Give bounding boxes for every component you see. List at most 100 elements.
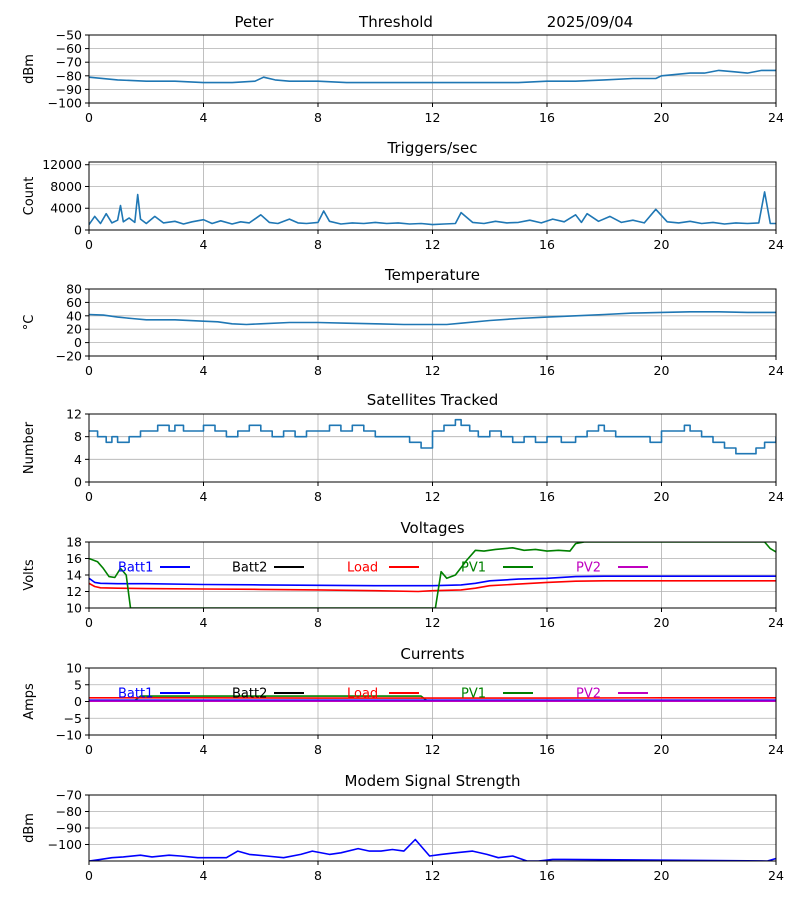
y-axis-label: Amps (22, 683, 37, 720)
x-tick-label: 8 (314, 742, 322, 757)
x-tick-label: 24 (768, 110, 784, 125)
x-tick-label: 12 (425, 237, 441, 252)
x-tick-label: 8 (314, 237, 322, 252)
y-axis-label: Number (22, 421, 37, 474)
panel-title: Temperature (384, 266, 480, 284)
y-tick-label: 60 (66, 295, 82, 310)
y-axis-label: Count (22, 177, 37, 216)
x-tick-label: 4 (200, 110, 208, 125)
y-tick-label: 10 (66, 601, 82, 616)
y-tick-label: 16 (66, 551, 82, 566)
legend-label-batt1: Batt1 (118, 561, 153, 576)
x-tick-label: 20 (654, 615, 670, 630)
legend-label-batt1: Batt1 (118, 687, 153, 702)
y-axis-label: dBm (22, 813, 37, 843)
x-tick-label: 4 (200, 742, 208, 757)
x-tick-label: 0 (85, 742, 93, 757)
header-mode: Threshold (358, 13, 433, 31)
panel-title: Modem Signal Strength (345, 772, 521, 790)
x-tick-label: 16 (539, 237, 555, 252)
x-tick-label: 12 (425, 742, 441, 757)
y-tick-label: −5 (64, 711, 82, 726)
y-tick-label: 4 (74, 452, 82, 467)
x-tick-label: 0 (85, 237, 93, 252)
x-tick-label: 8 (314, 110, 322, 125)
y-tick-label: 10 (66, 661, 82, 676)
x-tick-label: 16 (539, 615, 555, 630)
y-tick-label: 0 (74, 335, 82, 350)
x-tick-label: 24 (768, 615, 784, 630)
y-tick-label: 8 (74, 429, 82, 444)
y-tick-label: 8000 (50, 179, 82, 194)
legend-label-pv1: PV1 (461, 687, 486, 702)
x-tick-label: 4 (200, 363, 208, 378)
x-tick-label: 8 (314, 615, 322, 630)
y-tick-label: 14 (66, 568, 82, 583)
legend-label-batt2: Batt2 (232, 687, 267, 702)
x-tick-label: 16 (539, 489, 555, 504)
x-tick-label: 20 (654, 489, 670, 504)
panel-title: Currents (400, 645, 464, 663)
x-tick-label: 0 (85, 489, 93, 504)
x-tick-label: 24 (768, 363, 784, 378)
legend-label-load: Load (347, 687, 378, 702)
y-tick-label: −20 (56, 349, 82, 364)
x-tick-label: 20 (654, 237, 670, 252)
x-tick-label: 4 (200, 615, 208, 630)
x-tick-label: 12 (425, 489, 441, 504)
legend: Batt1 Batt2 Load PV1 PV2 (118, 561, 648, 576)
legend-label-batt2: Batt2 (232, 561, 267, 576)
y-tick-label: −10 (56, 728, 82, 743)
x-tick-label: 0 (85, 615, 93, 630)
x-tick-label: 12 (425, 615, 441, 630)
y-tick-label: 12000 (42, 157, 82, 172)
x-tick-label: 24 (768, 489, 784, 504)
panel-title: Voltages (400, 519, 464, 537)
legend-label-pv2: PV2 (576, 561, 601, 576)
y-tick-label: −80 (56, 804, 82, 819)
x-tick-label: 20 (654, 110, 670, 125)
x-tick-label: 24 (768, 868, 784, 883)
y-axis-label: dBm (22, 54, 37, 84)
y-tick-label: 80 (66, 282, 82, 297)
y-tick-label: 12 (66, 407, 82, 422)
y-tick-label: 0 (74, 694, 82, 709)
y-tick-label: −60 (56, 41, 82, 56)
x-tick-label: 8 (314, 868, 322, 883)
x-tick-label: 8 (314, 489, 322, 504)
x-tick-label: 0 (85, 110, 93, 125)
x-tick-label: 4 (200, 868, 208, 883)
y-tick-label: 12 (66, 584, 82, 599)
y-axis-label: Volts (22, 559, 37, 591)
legend-label-load: Load (347, 561, 378, 576)
y-axis-label: °C (22, 315, 37, 331)
y-tick-label: 18 (66, 535, 82, 550)
x-tick-label: 0 (85, 868, 93, 883)
y-tick-label: −70 (56, 788, 82, 803)
x-tick-label: 24 (768, 742, 784, 757)
y-tick-label: 0 (74, 475, 82, 490)
x-tick-label: 12 (425, 363, 441, 378)
x-tick-label: 20 (654, 742, 670, 757)
x-tick-label: 16 (539, 868, 555, 883)
panel-title: Satellites Tracked (367, 391, 498, 409)
x-tick-label: 16 (539, 110, 555, 125)
legend-label-pv1: PV1 (461, 561, 486, 576)
x-tick-label: 20 (654, 868, 670, 883)
y-tick-label: −80 (56, 68, 82, 83)
y-tick-label: 0 (74, 223, 82, 238)
y-tick-label: −100 (48, 96, 82, 111)
header-date: 2025/09/04 (547, 13, 633, 31)
x-tick-label: 12 (425, 110, 441, 125)
y-tick-label: −90 (56, 82, 82, 97)
